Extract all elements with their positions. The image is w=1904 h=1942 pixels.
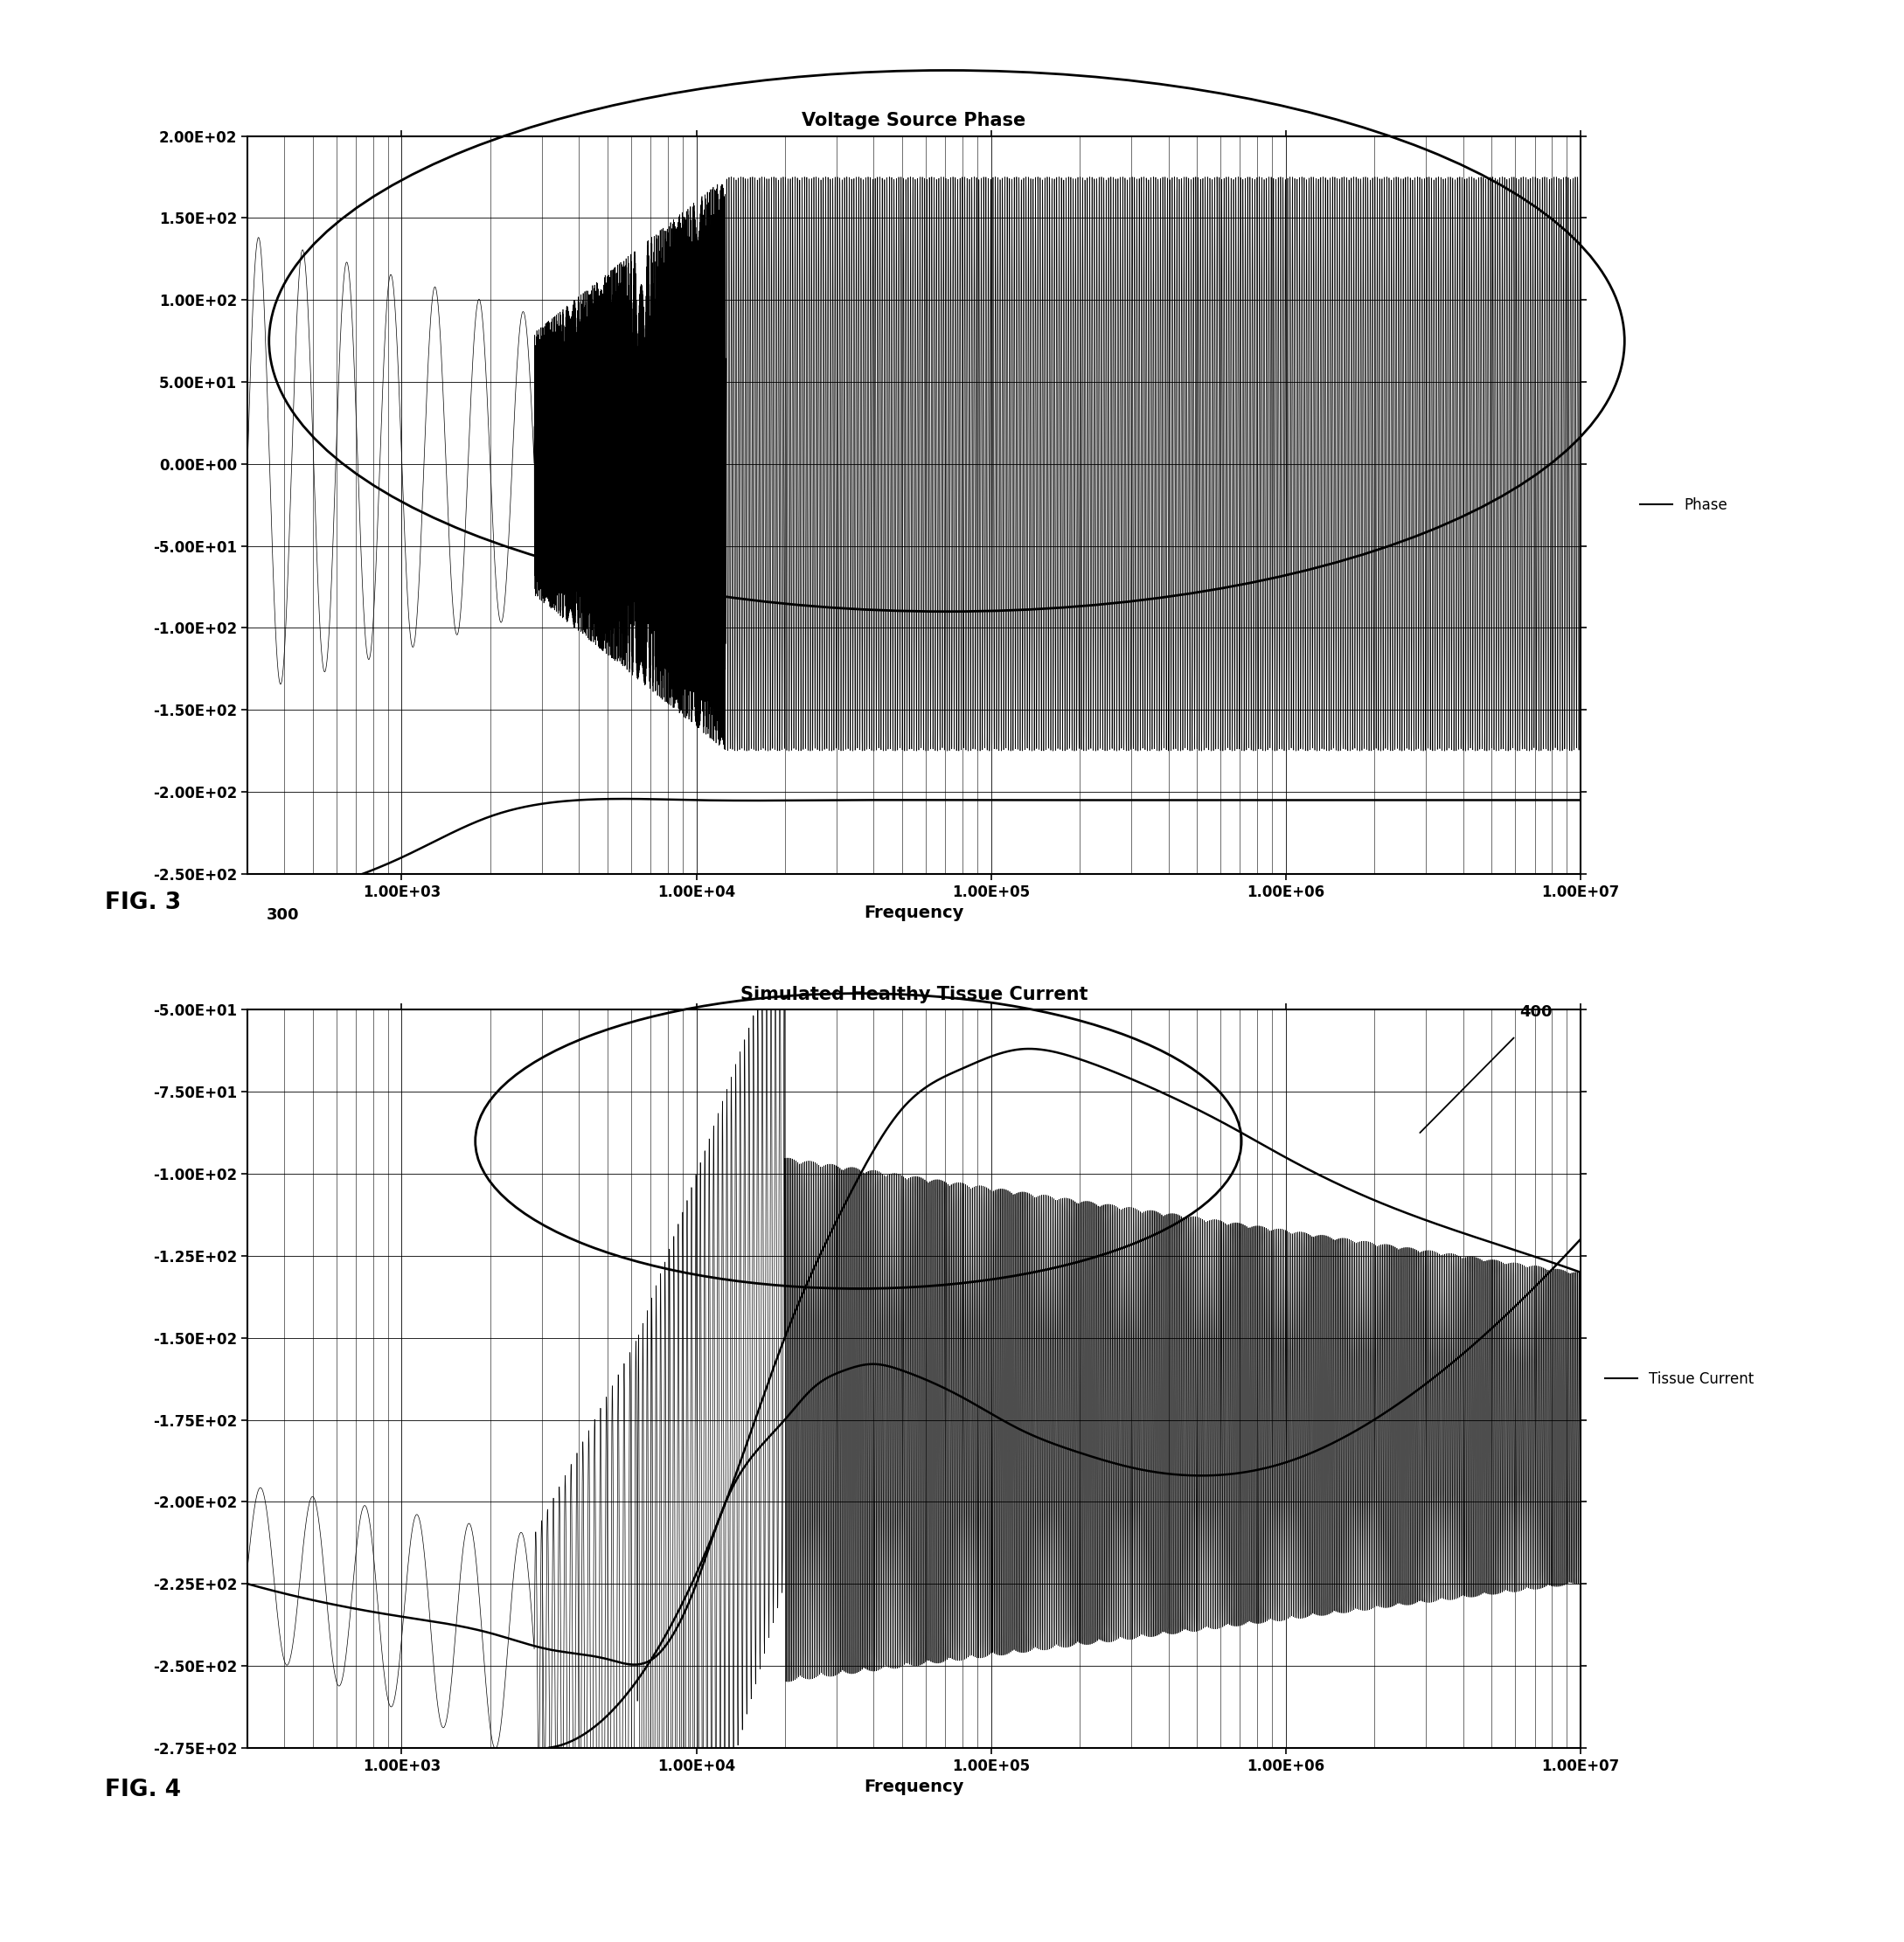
Text: 300: 300	[267, 907, 299, 922]
Title: Simulated Healthy Tissue Current: Simulated Healthy Tissue Current	[741, 987, 1087, 1004]
Legend: Tissue Current: Tissue Current	[1599, 1365, 1759, 1392]
X-axis label: Frequency: Frequency	[864, 905, 963, 921]
Text: FIG. 3: FIG. 3	[105, 891, 181, 915]
Legend: Phase: Phase	[1634, 491, 1733, 519]
Title: Voltage Source Phase: Voltage Source Phase	[802, 113, 1026, 130]
Text: FIG. 4: FIG. 4	[105, 1779, 181, 1802]
Text: 400: 400	[1519, 1004, 1552, 1020]
X-axis label: Frequency: Frequency	[864, 1779, 963, 1794]
